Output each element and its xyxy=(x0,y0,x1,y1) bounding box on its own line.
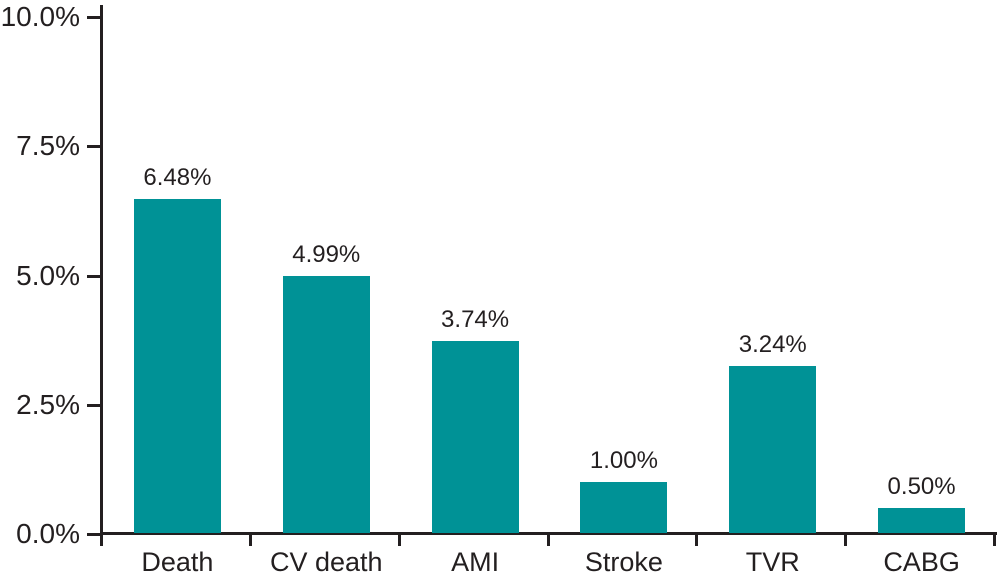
x-axis-tick xyxy=(100,534,103,546)
y-axis-tick xyxy=(87,403,100,407)
y-axis-tick-label: 10.0% xyxy=(0,1,80,32)
bar-value-label: 4.99% xyxy=(292,241,361,269)
y-axis-tick xyxy=(87,274,100,278)
x-axis-tick xyxy=(695,534,699,546)
y-axis-tick-label: 0.0% xyxy=(16,518,80,549)
y-axis-tick-label: 5.0% xyxy=(16,259,80,291)
x-axis-tick xyxy=(546,534,550,546)
bar-death xyxy=(133,198,221,533)
bar-ami xyxy=(431,340,519,533)
bar-value-label: 0.50% xyxy=(887,473,956,501)
x-axis-category-label: CABG xyxy=(883,547,960,577)
bar-value-label: 3.74% xyxy=(441,305,510,333)
x-axis-line xyxy=(100,532,997,535)
bar-value-label: 1.00% xyxy=(589,447,658,475)
x-axis-tick xyxy=(248,534,252,546)
y-axis-tick xyxy=(87,16,100,19)
x-axis-tick xyxy=(844,534,848,546)
y-axis-tick-label: 2.5% xyxy=(16,388,80,420)
bar-value-label: 6.48% xyxy=(143,163,212,191)
bar-cabg xyxy=(878,508,966,533)
x-axis-tick xyxy=(397,534,401,546)
bar-tvr xyxy=(729,366,817,533)
x-axis-category-label: CV death xyxy=(269,547,383,577)
x-axis-tick xyxy=(993,534,996,546)
y-axis-tick-label: 7.5% xyxy=(16,130,80,162)
bar-stroke xyxy=(580,482,668,533)
y-axis-line xyxy=(100,5,103,534)
bar-value-label: 3.24% xyxy=(738,331,807,359)
x-axis-category-label: AMI xyxy=(451,547,500,577)
y-axis-tick xyxy=(87,145,100,149)
y-axis-tick xyxy=(87,533,100,536)
x-axis-category-label: Stroke xyxy=(584,547,663,577)
bar-cv-death xyxy=(282,276,370,533)
x-axis-category-label: Death xyxy=(141,547,214,577)
x-axis-category-label: TVR xyxy=(745,547,800,577)
